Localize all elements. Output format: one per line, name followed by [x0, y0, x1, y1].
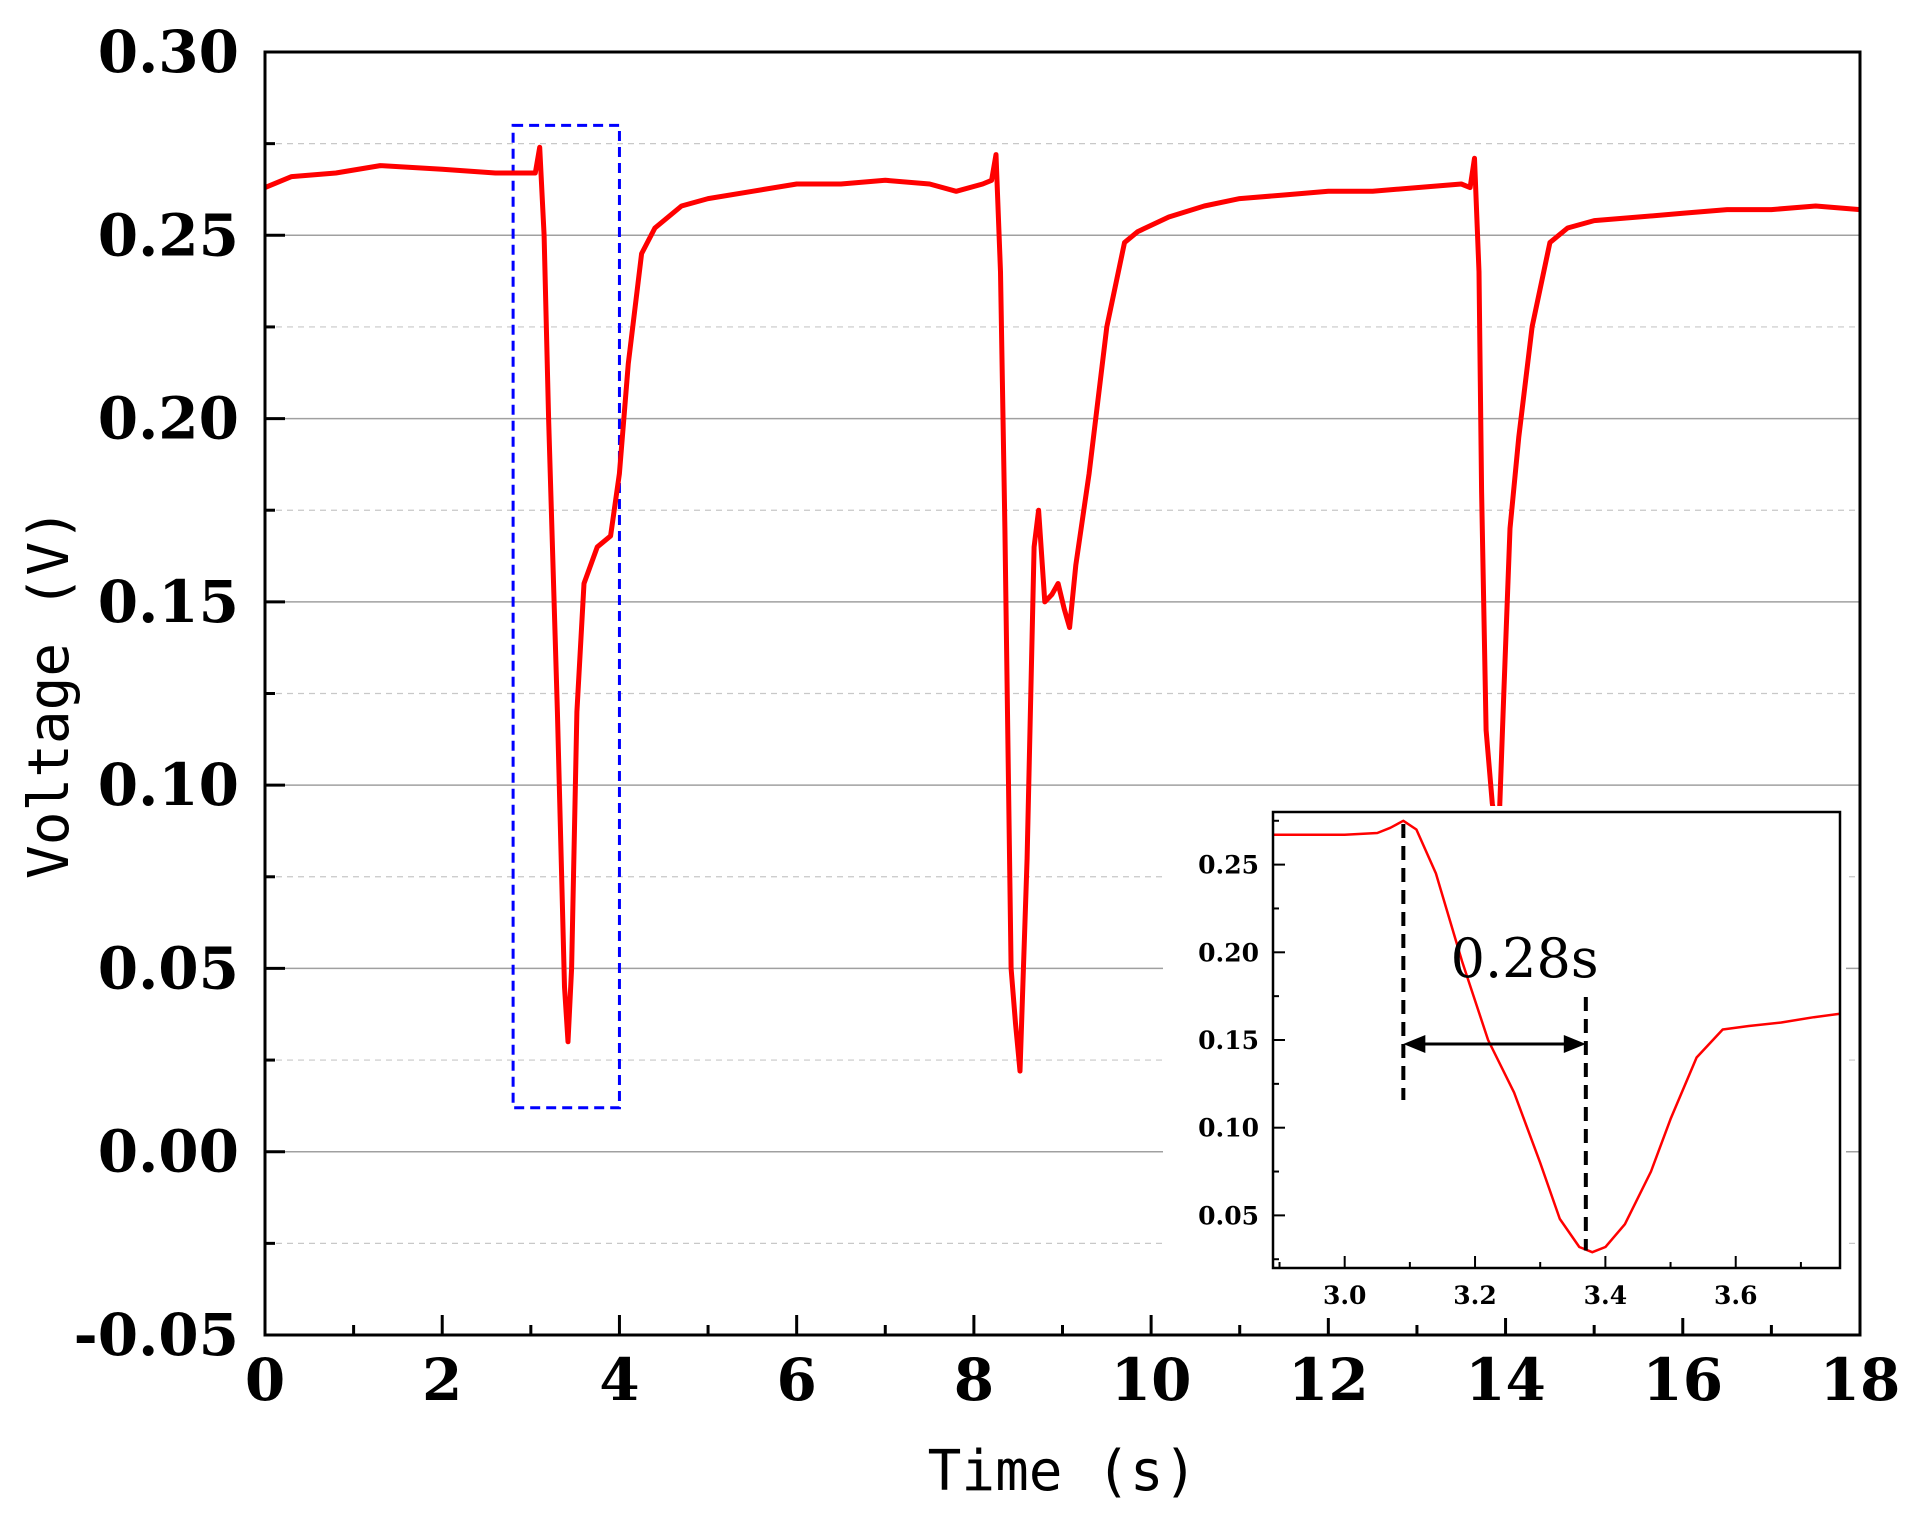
- y-tick-label: 0.25: [98, 201, 239, 269]
- duration-annotation-label: 0.28s: [1451, 927, 1599, 990]
- y-tick-label: -0.05: [74, 1301, 239, 1369]
- inset-y-tick-label: 0.10: [1198, 1114, 1259, 1143]
- y-axis-title: Voltage (V): [17, 508, 82, 879]
- y-tick-label: 0.15: [98, 568, 239, 636]
- inset-ticks: [1273, 819, 1802, 1268]
- highlight-box: [511, 123, 621, 1110]
- inset-y-tick-label: 0.05: [1198, 1201, 1259, 1230]
- y-tick-label: 0.00: [98, 1118, 239, 1186]
- inset-annotation: [1401, 824, 1588, 1251]
- x-tick-label: 16: [1642, 1346, 1723, 1414]
- y-tick-label: 0.30: [98, 18, 239, 86]
- y-tick-label: 0.05: [98, 934, 239, 1002]
- inset-x-tick-label: 3.2: [1453, 1281, 1497, 1310]
- inset-y-tick-label: 0.15: [1198, 1026, 1259, 1055]
- x-tick-label: 0: [245, 1346, 285, 1414]
- annotation-arrowhead-left: [1403, 1035, 1426, 1053]
- inset-chart: 0.28s 3.0 3.2 3.4 3.6 0.05 0.10 0.15 0.20 0.25: [1163, 806, 1846, 1318]
- y-tick-label: 0.10: [98, 751, 239, 819]
- x-tick-label: 4: [599, 1346, 639, 1414]
- main-x-tick-labels: 0 2 4 6 8 10 12 14 16 18: [245, 1346, 1901, 1414]
- x-axis-title: Time (s): [928, 1439, 1198, 1504]
- main-ticks: [263, 50, 1862, 1337]
- inset-x-tick-label: 3.6: [1714, 1281, 1758, 1310]
- inset-y-tick-label: 0.20: [1198, 938, 1259, 967]
- x-tick-label: 6: [776, 1346, 816, 1414]
- x-tick-label: 12: [1288, 1346, 1369, 1414]
- annotation-arrowhead-right: [1563, 1035, 1586, 1053]
- inset-y-tick-labels: 0.05 0.10 0.15 0.20 0.25: [1198, 851, 1259, 1231]
- main-y-tick-labels: -0.05 0.00 0.05 0.10 0.15 0.20 0.25 0.30: [74, 18, 239, 1369]
- x-tick-label: 8: [954, 1346, 994, 1414]
- inset-x-tick-labels: 3.0 3.2 3.4 3.6: [1323, 1281, 1758, 1310]
- y-tick-label: 0.20: [98, 385, 239, 453]
- inset-y-tick-label: 0.25: [1198, 851, 1259, 880]
- x-tick-label: 2: [422, 1346, 462, 1414]
- inset-x-tick-label: 3.4: [1584, 1281, 1628, 1310]
- x-tick-label: 10: [1111, 1346, 1192, 1414]
- x-tick-label: 18: [1820, 1346, 1901, 1414]
- inset-background: [1163, 806, 1846, 1318]
- inset-x-tick-label: 3.0: [1323, 1281, 1367, 1310]
- inset-series-line: [1273, 819, 1841, 1254]
- x-tick-label: 14: [1465, 1346, 1546, 1414]
